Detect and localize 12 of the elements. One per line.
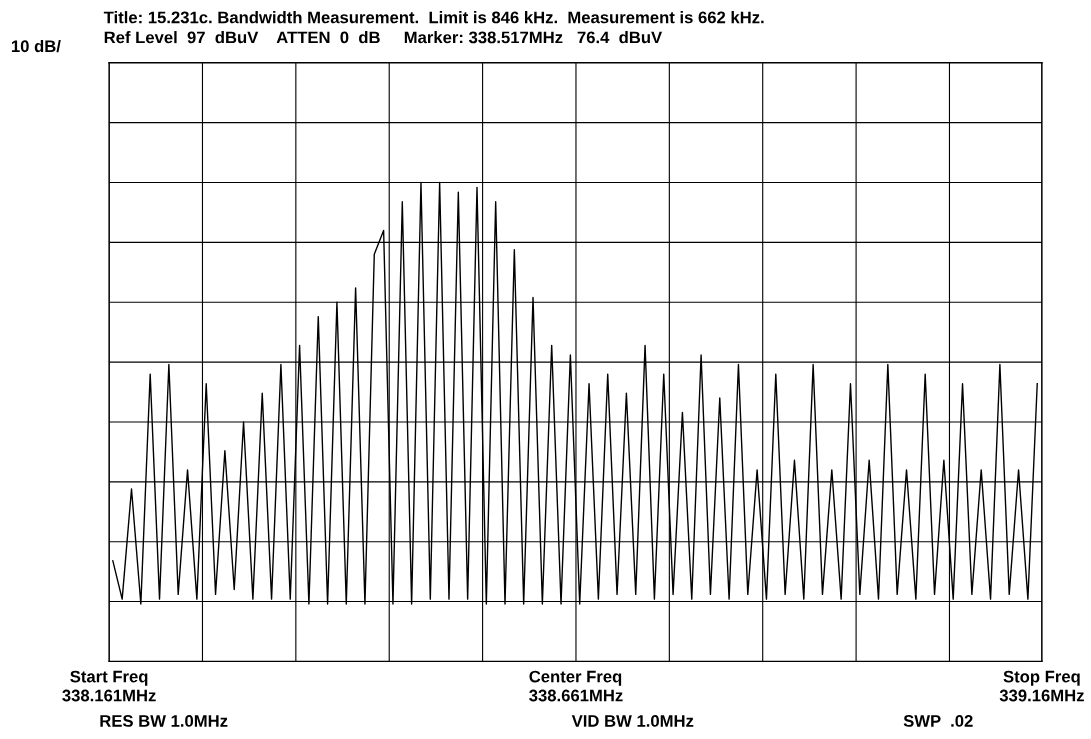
text: Stop Freq xyxy=(1003,670,1080,686)
x-tick-label: 339.16MHz xyxy=(999,689,1084,702)
text: VID BW 1.0MHz xyxy=(571,715,694,727)
text: SWP .02 xyxy=(903,715,973,727)
text: RES BW 1.0MHz xyxy=(100,715,228,727)
text: Center Freq xyxy=(529,670,622,686)
x-tick-label: 338.161MHz xyxy=(62,689,156,702)
chart-title: Title: 15.231c. Bandwidth Measurement. Limit is 846 kHz. Measurement is 662 kHz. xyxy=(103,11,764,24)
x-tick-label: 338.661MHz xyxy=(529,689,623,702)
text: Start Freq xyxy=(70,670,148,686)
chart-subtitle: Ref Level 97 dBuV ATTEN 0 dB Marker: 338.517MHz 76.4 dBuV xyxy=(104,31,663,44)
text: 10 dB/ xyxy=(11,39,61,53)
